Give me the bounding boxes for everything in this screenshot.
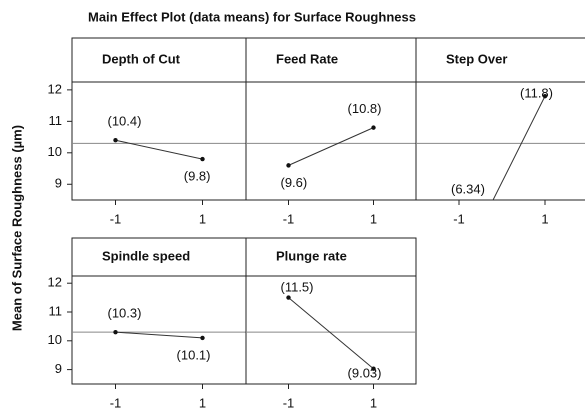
panel-header xyxy=(245,237,417,277)
point xyxy=(286,163,291,168)
y-tick-label: 10 xyxy=(48,332,62,347)
y-tick-label: 9 xyxy=(55,176,62,191)
x-tick-label: -1 xyxy=(283,395,295,410)
point xyxy=(113,138,118,143)
panel-frame xyxy=(245,275,417,385)
point xyxy=(371,366,376,371)
data-label: (9.03) xyxy=(348,365,382,380)
point xyxy=(457,266,461,270)
x-tick-label: 1 xyxy=(199,395,206,410)
data-label: (10.3) xyxy=(108,306,142,321)
x-tick-label: -1 xyxy=(283,211,295,226)
x-tick-label: -1 xyxy=(110,211,122,226)
point xyxy=(542,93,548,99)
point xyxy=(200,156,205,162)
panel-frame xyxy=(71,81,247,201)
y-axis-label: Mean of Surface Roughness (µm) xyxy=(9,125,24,331)
y-tick-label: 12 xyxy=(48,81,62,96)
x-tick-label: 1 xyxy=(199,211,206,226)
panel-title: Step Over xyxy=(446,51,507,66)
effect-line xyxy=(115,331,203,339)
panel-header xyxy=(71,37,247,83)
chart-title: Main Effect Plot (data means) for Surfac… xyxy=(88,9,416,24)
panel-frame xyxy=(71,275,247,385)
panel-title: Depth of Cut xyxy=(102,51,181,66)
panel-title: Plunge rate xyxy=(276,248,347,263)
y-tick-label: 10 xyxy=(48,144,62,159)
y-tick-label: 12 xyxy=(48,275,62,290)
point xyxy=(371,125,376,130)
point xyxy=(286,295,291,300)
effect-line xyxy=(492,95,546,200)
data-label: (9.8) xyxy=(184,169,211,184)
data-label: (10.4) xyxy=(108,114,142,129)
point xyxy=(200,335,205,341)
effect-line xyxy=(288,297,374,370)
data-label: (10.8) xyxy=(348,101,382,116)
panel-title: Feed Rate xyxy=(276,51,338,66)
x-tick-label: -1 xyxy=(110,395,122,410)
x-tick-label: 1 xyxy=(370,395,377,410)
panel-frame xyxy=(415,81,585,201)
data-label: (10.1) xyxy=(177,347,211,362)
point xyxy=(113,329,118,335)
x-tick-label: 1 xyxy=(370,211,377,226)
panel-frame xyxy=(245,81,417,201)
data-label: (9.6) xyxy=(281,175,308,190)
panel-header xyxy=(245,37,417,83)
panel-title: Spindle speed xyxy=(102,248,190,263)
data-label: (6.34) xyxy=(451,181,485,196)
data-label: (11.8) xyxy=(520,85,553,100)
y-tick-label: 11 xyxy=(49,113,63,128)
effect-line xyxy=(115,139,203,160)
x-tick-label: -1 xyxy=(453,211,465,226)
y-tick-label: 11 xyxy=(49,303,63,318)
effect-line xyxy=(288,127,374,166)
y-tick-label: 9 xyxy=(55,361,62,376)
x-tick-label: 1 xyxy=(541,211,548,226)
data-label: (11.5) xyxy=(281,279,314,294)
